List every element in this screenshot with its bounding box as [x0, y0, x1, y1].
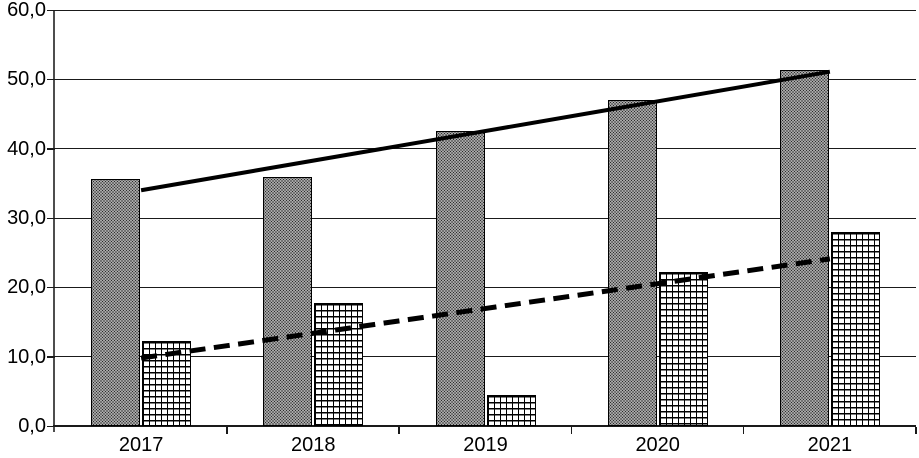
y-tick-label: 50,0: [7, 68, 46, 91]
y-tick-mark: [47, 9, 55, 11]
y-tick-label: 10,0: [7, 345, 46, 368]
x-tick-mark: [570, 427, 573, 434]
solid-linear-trend: [140, 69, 831, 193]
y-tick-label: 30,0: [7, 207, 46, 229]
bar-dotted-stipple-bars-2017: [91, 179, 141, 426]
x-axis-line: [53, 425, 916, 427]
x-tick-mark: [226, 427, 228, 434]
bar-dotted-stipple-bars-2018: [263, 177, 313, 426]
x-tick-label: 2017: [118, 434, 164, 456]
y-tick-mark: [47, 148, 55, 150]
gridline-30: [55, 217, 916, 219]
bar-crosshatch-grid-bars-2018: [314, 302, 364, 426]
y-tick-mark: [47, 356, 55, 358]
y-tick-mark: [47, 425, 55, 427]
x-tick-mark: [742, 427, 745, 434]
y-tick-mark: [47, 286, 55, 289]
y-tick-mark: [47, 217, 55, 219]
y-tick-label: 20,0: [7, 276, 46, 299]
bar-dotted-stipple-bars-2020: [607, 100, 657, 426]
bar-crosshatch-grid-bars-2021: [830, 231, 880, 426]
bar-dotted-stipple-bars-2019: [435, 131, 485, 426]
x-tick-mark: [398, 427, 400, 434]
y-tick-label: 0,0: [18, 415, 46, 437]
dashed-linear-trend: [140, 256, 831, 361]
plot-area: [55, 9, 916, 426]
x-tick-label: 2018: [291, 434, 336, 456]
bar-crosshatch-grid-bars-2019: [486, 394, 536, 426]
bar-dotted-stipple-bars-2021: [779, 70, 829, 426]
x-tick-mark: [915, 427, 917, 434]
gridline-60: [55, 9, 916, 11]
y-tick-label: 40,0: [7, 137, 46, 160]
x-tick-label: 2019: [463, 434, 508, 456]
bar-crosshatch-grid-bars-2020: [658, 272, 708, 426]
bar-crosshatch-grid-bars-2017: [142, 341, 192, 426]
x-tick-label: 2021: [807, 434, 853, 456]
y-tick-mark: [47, 78, 55, 81]
x-tick-label: 2020: [635, 434, 680, 456]
y-axis-line: [53, 10, 55, 432]
y-tick-label: 60,0: [7, 0, 46, 21]
